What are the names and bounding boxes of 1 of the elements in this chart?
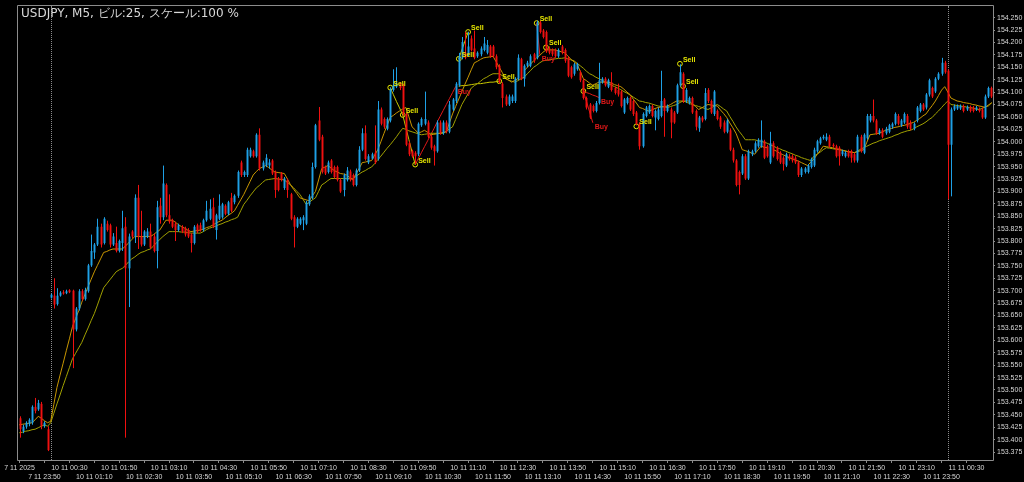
chart-title: USDJPY, M5, ビル:25, スケール:100 % — [21, 6, 239, 21]
